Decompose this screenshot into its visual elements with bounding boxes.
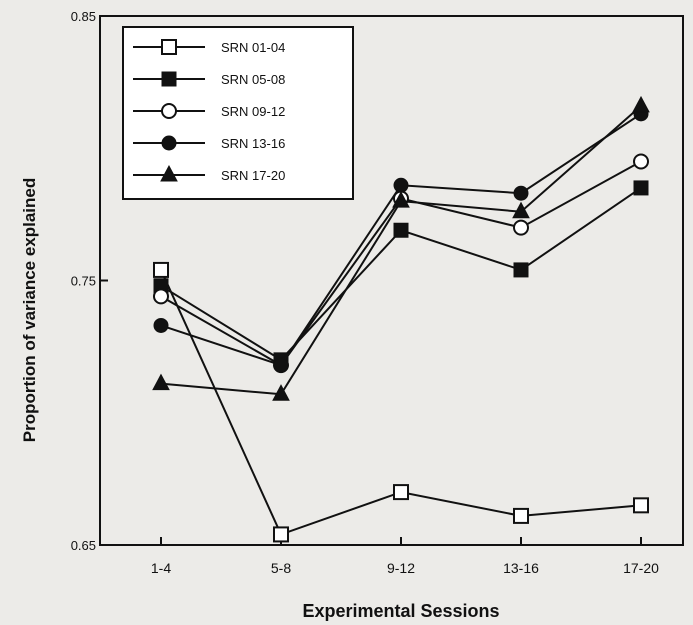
y-tick-label: 0.65 — [71, 538, 96, 553]
legend-marker — [161, 135, 177, 151]
legend-label: SRN 05-08 — [221, 72, 285, 87]
x-tick-label: 9-12 — [387, 560, 415, 576]
legend-label: SRN 09-12 — [221, 104, 285, 119]
legend-marker — [161, 39, 177, 55]
data-point — [633, 180, 649, 196]
data-point — [153, 317, 169, 333]
data-point — [393, 222, 409, 238]
data-point — [153, 288, 169, 305]
data-point — [152, 373, 170, 391]
x-tick-label: 1-4 — [151, 560, 171, 576]
y-tick-label: 0.75 — [71, 274, 96, 289]
data-point — [513, 507, 529, 524]
x-axis-label: Experimental Sessions — [302, 601, 499, 621]
series-srn-01-04 — [153, 261, 649, 543]
data-point — [153, 261, 169, 278]
series-srn-17-20 — [152, 95, 650, 401]
legend-label: SRN 17-20 — [221, 168, 285, 183]
data-point — [272, 384, 290, 401]
x-tick-label: 5-8 — [271, 560, 291, 576]
data-point — [392, 191, 410, 208]
data-point — [512, 201, 530, 219]
data-point — [393, 177, 409, 193]
data-point — [513, 262, 529, 278]
legend-label: SRN 01-04 — [221, 40, 285, 55]
x-tick-label: 13-16 — [503, 560, 539, 576]
data-point — [633, 153, 649, 170]
data-point — [393, 484, 409, 501]
series-srn-05-08 — [153, 180, 649, 368]
y-tick-label: 0.85 — [71, 9, 96, 24]
legend-marker — [161, 71, 177, 87]
data-point — [273, 526, 289, 543]
data-point — [513, 219, 529, 236]
data-point — [632, 95, 650, 113]
legend-marker — [160, 164, 178, 182]
y-axis-label: Proportion of variance explained — [20, 178, 39, 443]
x-tick-label: 17-20 — [623, 560, 659, 576]
series-layer — [152, 95, 650, 543]
legend-marker — [161, 103, 177, 119]
data-point — [273, 357, 289, 373]
legend: SRN 01-04 SRN 05-08 SRN 09-12 SRN 13-16 SRN … — [122, 26, 354, 200]
data-point — [513, 185, 529, 201]
data-point — [633, 497, 649, 514]
series-line — [160, 187, 642, 362]
legend-label: SRN 13-16 — [221, 136, 285, 151]
